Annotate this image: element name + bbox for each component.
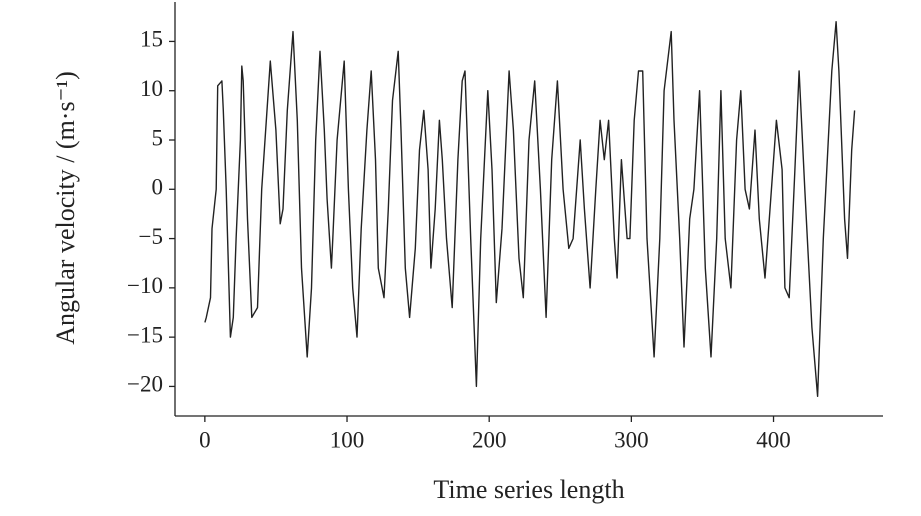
x-tick-label: 0 xyxy=(199,427,211,452)
y-tick-label: 5 xyxy=(152,125,164,150)
y-axis-label: Angular velocity / (m·s⁻¹) xyxy=(51,71,80,345)
x-tick-label: 400 xyxy=(756,427,791,452)
x-tick-label: 300 xyxy=(614,427,649,452)
x-tick-label: 100 xyxy=(330,427,365,452)
data-line xyxy=(204,21,856,397)
y-tick-label: −20 xyxy=(127,372,163,397)
x-tick-label: 200 xyxy=(472,427,507,452)
y-tick-label: 15 xyxy=(140,27,163,52)
y-tick-label: 0 xyxy=(152,175,164,200)
y-tick-label: −5 xyxy=(139,224,163,249)
y-tick-label: 10 xyxy=(140,76,163,101)
y-tick-label: −15 xyxy=(127,322,163,347)
x-axis-label: Time series length xyxy=(433,475,624,504)
y-tick-label: −10 xyxy=(127,273,163,298)
